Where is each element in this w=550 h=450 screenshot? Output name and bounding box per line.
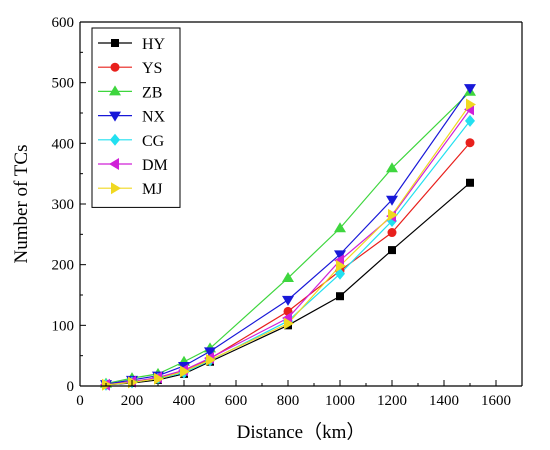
- x-tick-label: 1200: [377, 393, 407, 409]
- x-tick-label: 800: [277, 393, 300, 409]
- legend-marker-mj: [111, 182, 121, 195]
- data-point-mj: [180, 365, 190, 378]
- data-point-nx: [386, 195, 398, 206]
- data-point-mj: [336, 259, 346, 272]
- data-point-zb: [334, 222, 346, 233]
- data-point-mj: [102, 378, 112, 391]
- series-line-hy: [105, 182, 471, 386]
- y-axis-title: Number of TCs: [11, 145, 32, 264]
- data-point-hy: [336, 292, 344, 301]
- y-tick-label: 500: [52, 76, 75, 92]
- legend-label-cg: CG: [142, 133, 165, 150]
- x-tick-label: 1600: [481, 393, 511, 409]
- x-tick-label: 600: [225, 393, 248, 409]
- legend-label-ys: YS: [142, 60, 162, 77]
- data-point-hy: [388, 246, 396, 255]
- data-point-mj: [128, 376, 138, 389]
- y-tick-label: 100: [52, 318, 75, 334]
- data-point-zb: [282, 272, 294, 283]
- legend-box: [91, 27, 181, 208]
- y-tick-label: 400: [52, 136, 75, 152]
- data-point-nx: [204, 347, 216, 358]
- x-tick-label: 200: [121, 393, 144, 409]
- ticks: 0 200 400 600 800 1000 1200 1400 1600 0 100 200 300 4…: [52, 15, 512, 409]
- y-tick-label: 600: [52, 15, 75, 31]
- legend-marker-dm: [109, 158, 119, 170]
- data-point-nx: [334, 250, 346, 261]
- x-tick-label: 0: [76, 393, 84, 409]
- data-point-zb: [386, 162, 398, 173]
- y-tick-label: 0: [67, 379, 75, 395]
- x-tick-label: 1400: [429, 393, 459, 409]
- x-axis-title: Distance（km）: [237, 421, 366, 443]
- data-point-mj: [284, 317, 294, 330]
- data-point-ys: [465, 138, 475, 148]
- legend: HY YS ZB NX CG DM MJ: [91, 27, 181, 208]
- data-point-mj: [466, 98, 476, 111]
- legend-marker-cg: [110, 133, 120, 146]
- y-tick-label: 200: [52, 258, 75, 274]
- legend-label-hy: HY: [142, 36, 166, 53]
- data-point-nx: [282, 295, 294, 306]
- legend-marker-hy: [111, 39, 119, 47]
- data-point-mj: [206, 353, 216, 366]
- legend-label-zb: ZB: [142, 84, 162, 101]
- y-tick-label: 300: [52, 197, 75, 213]
- legend-marker-ys: [110, 62, 120, 72]
- x-tick-label: 1000: [325, 393, 355, 409]
- legend-label-dm: DM: [142, 157, 168, 174]
- data-point-mj: [388, 208, 398, 221]
- legend-label-mj: MJ: [142, 181, 162, 198]
- x-tick-label: 400: [173, 393, 196, 409]
- legend-marker-zb: [109, 85, 121, 96]
- data-point-hy: [466, 178, 474, 187]
- data-point-nx: [464, 84, 476, 95]
- data-point-mj: [154, 372, 164, 385]
- data-point-cg: [465, 114, 475, 127]
- data-point-ys: [387, 228, 397, 238]
- legend-marker-nx: [109, 111, 121, 122]
- legend-label-nx: NX: [142, 109, 166, 126]
